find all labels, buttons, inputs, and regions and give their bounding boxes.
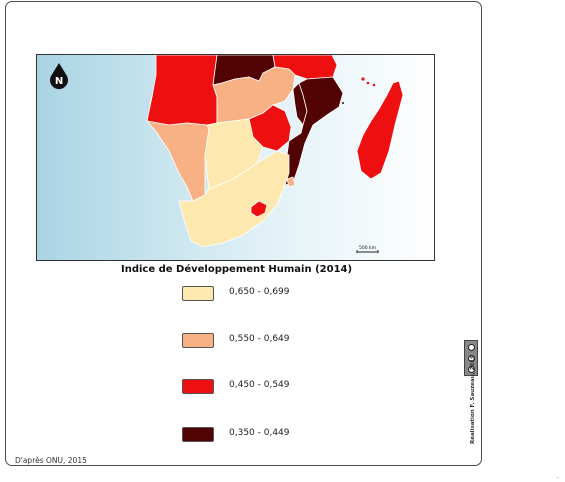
island-comoros-3 xyxy=(372,83,376,87)
map-svg: 500 km xyxy=(37,55,434,260)
country-eswatini xyxy=(286,176,296,188)
north-label: N xyxy=(55,76,63,87)
country-south-africa xyxy=(178,150,290,248)
island-comoros-2 xyxy=(366,81,370,85)
country-angola xyxy=(146,55,218,126)
island-comoros-1 xyxy=(361,77,365,81)
island-small xyxy=(342,102,344,104)
map-panel: 500 km xyxy=(36,54,435,261)
country-madagascar xyxy=(356,80,404,180)
legend-label-1: 0,650 - 0,699 xyxy=(229,287,290,297)
legend-label-3: 0,450 - 0,549 xyxy=(229,380,290,390)
legend-swatch-4 xyxy=(182,427,214,442)
legend-swatch-1 xyxy=(182,286,214,301)
legend-swatch-3 xyxy=(182,379,214,394)
legend-label-4: 0,350 - 0,449 xyxy=(229,428,290,438)
source-text: D'après ONU, 2015 xyxy=(15,456,87,465)
legend-swatch-2 xyxy=(182,333,214,348)
north-arrow-icon: N xyxy=(48,62,70,90)
legend-label-2: 0,550 - 0,649 xyxy=(229,334,290,344)
corner-mark: – xyxy=(556,474,559,481)
legend-title: Indice de Développement Humain (2014) xyxy=(121,264,353,275)
credit-text: Réalisation F. Sauzeau, 2019 xyxy=(470,355,476,444)
creative-commons-icon xyxy=(464,340,478,376)
scale-bar-label: 500 km xyxy=(359,245,376,251)
country-lesotho xyxy=(250,200,268,218)
